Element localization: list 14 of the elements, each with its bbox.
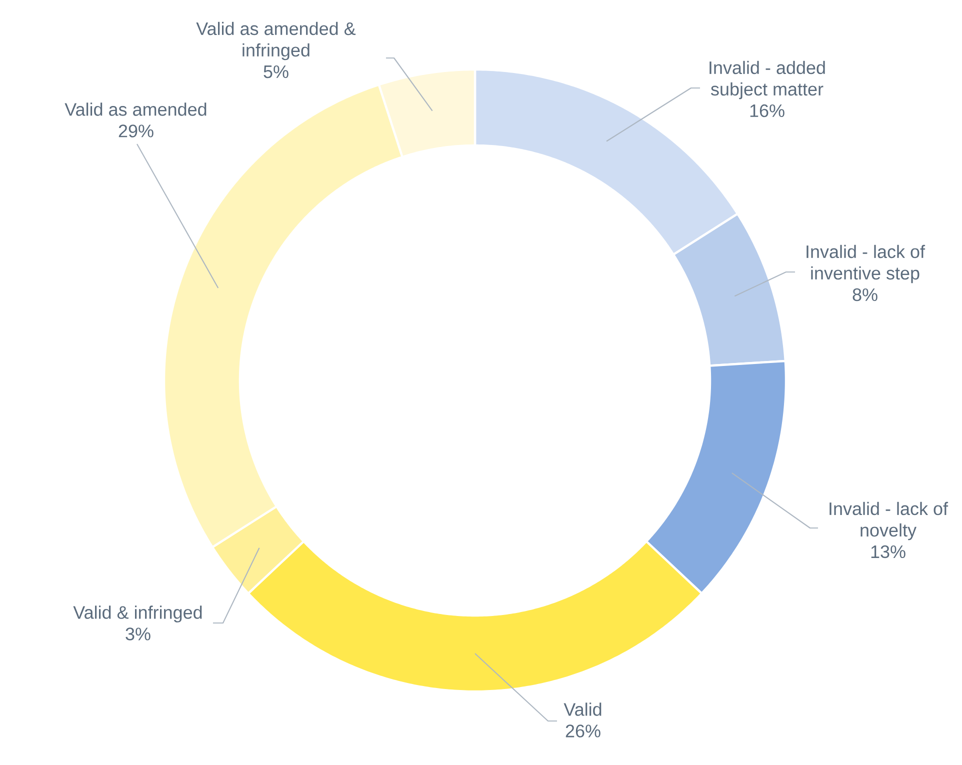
data-label: 29% [118,124,154,138]
data-label: 13% [871,545,906,558]
slice-label: Valid as amended [64,102,206,116]
data-label: 3% [126,628,150,640]
data-label: 26% [566,724,600,738]
data-label: 8% [852,288,878,302]
data-label: 5% [264,65,288,78]
slice-label: Invalid - lack of inventive step [806,244,926,284]
data-label: 16% [750,104,784,118]
slice-label: Invalid - added subject matter [710,60,825,100]
slice-label: Invalid - lack of novelty [830,502,948,540]
slice-label: Valid & infringed [73,606,202,622]
slice-label: Valid as amended & infringed [196,22,356,60]
slice-label: Valid [564,702,602,716]
